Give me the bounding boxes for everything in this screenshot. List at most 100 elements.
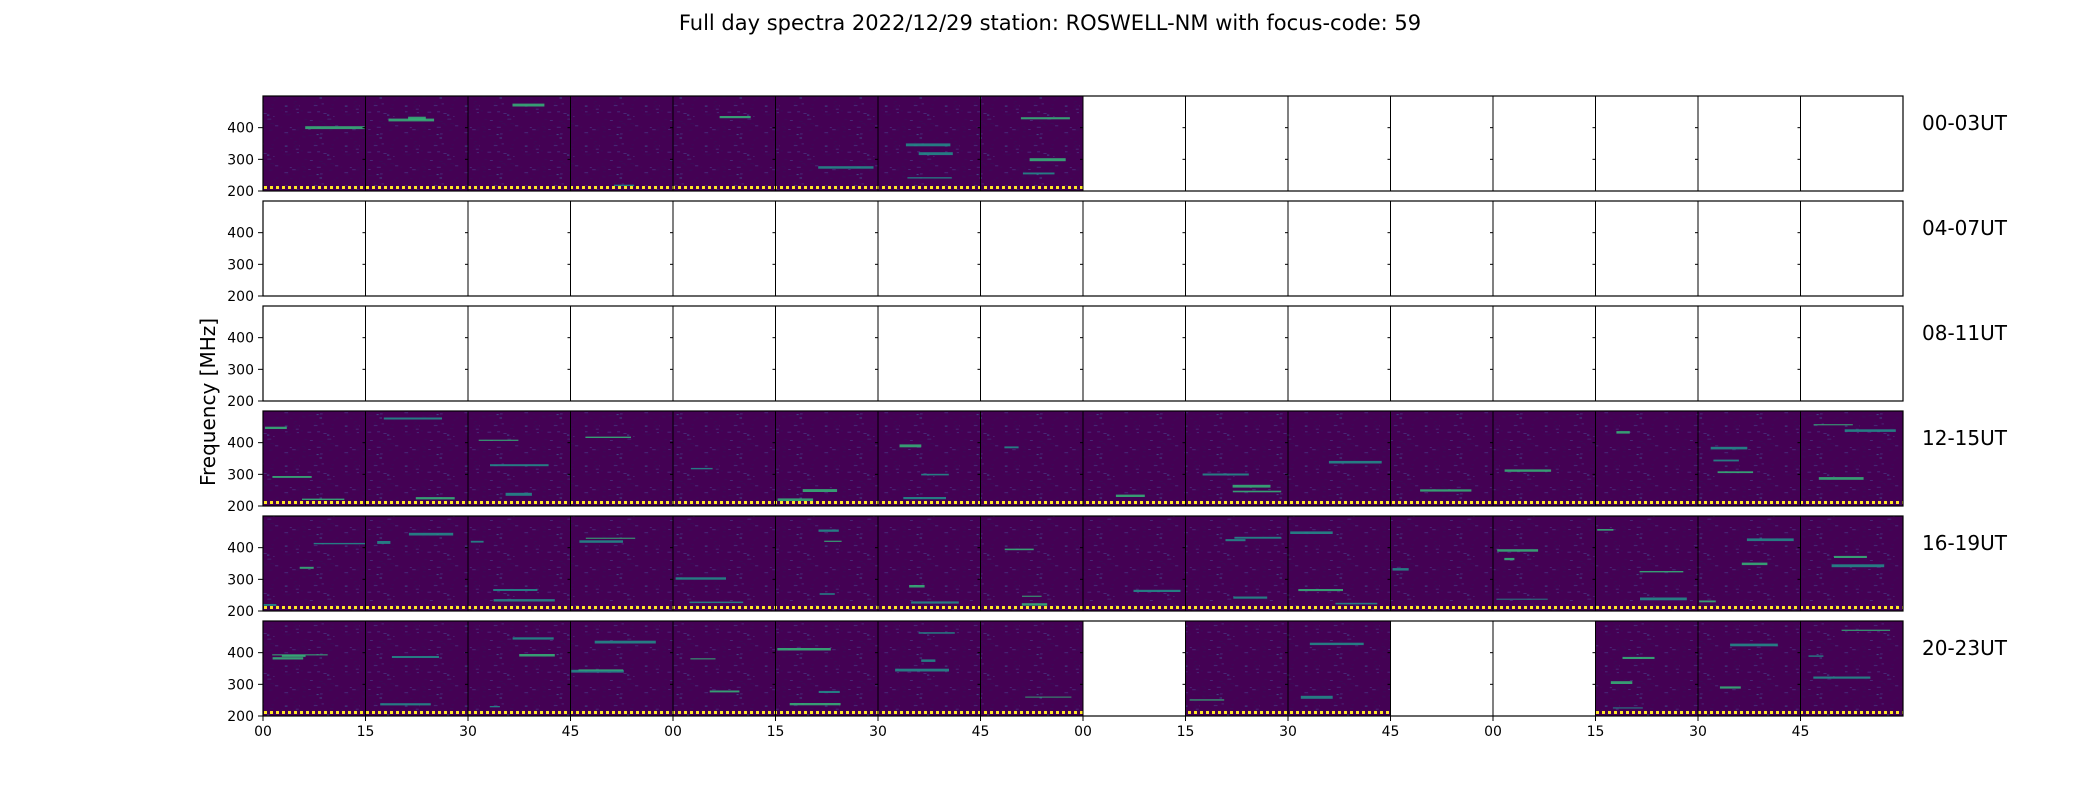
baseline-marker: [878, 186, 981, 189]
y-tick-label: 400: [227, 646, 254, 662]
emission-streak: [1300, 695, 1333, 699]
emission-streak: [585, 537, 636, 539]
baseline-marker: [980, 186, 1083, 189]
row-frame: [262, 305, 1904, 402]
emission-streak: [272, 657, 304, 660]
spectrum-panel: [878, 516, 981, 611]
emission-streak: [594, 640, 656, 644]
baseline-marker: [1083, 501, 1186, 504]
x-tick-label: 30: [1689, 724, 1707, 740]
emission-streak: [709, 690, 740, 693]
emission-streak: [1597, 529, 1614, 531]
emission-streak: [719, 116, 751, 119]
baseline-marker: [570, 186, 673, 189]
baseline-marker: [980, 606, 1083, 609]
spectrum-panel: [468, 411, 571, 506]
y-tick-label: 200: [227, 709, 254, 725]
panel-frame: [1082, 620, 1186, 717]
emission-streak: [909, 585, 925, 588]
panel-frame: [1595, 95, 1699, 192]
emission-streak: [1335, 602, 1378, 605]
y-tick-label: 300: [227, 572, 254, 588]
x-tick-label: 00: [1074, 724, 1092, 740]
baseline-marker: [878, 606, 981, 609]
baseline-marker: [878, 711, 981, 714]
spectrum-panel: [570, 96, 673, 191]
x-tick-label: 45: [1792, 724, 1810, 740]
baseline-marker: [775, 606, 878, 609]
x-tick-label: 15: [1177, 724, 1195, 740]
panel-frame: [365, 305, 469, 402]
baseline-marker: [775, 711, 878, 714]
panel-frame: [1800, 200, 1904, 297]
spectrum-panel: [980, 411, 1083, 506]
y-tick-label: 400: [227, 226, 254, 242]
panel-frame: [570, 200, 674, 297]
row-frame: [262, 200, 1904, 297]
spectrum-panel: [365, 96, 468, 191]
emission-streak: [911, 601, 959, 604]
spectrum-panel: [468, 516, 571, 611]
emission-streak: [579, 540, 623, 543]
x-tick-label: 15: [357, 724, 375, 740]
baseline-marker: [1288, 711, 1391, 714]
baseline-marker: [673, 501, 776, 504]
emission-streak: [1021, 603, 1048, 606]
spectrum-panel: [775, 621, 878, 716]
x-tick-label: 30: [459, 724, 477, 740]
spectrum-panel: [1390, 411, 1493, 506]
y-tick-label: 300: [227, 257, 254, 273]
y-tick-label: 200: [227, 604, 254, 620]
y-tick-label: 200: [227, 289, 254, 305]
panel-frame: [1082, 200, 1186, 297]
emission-streak: [512, 637, 554, 640]
emission-streak: [272, 476, 312, 478]
baseline-marker: [1698, 606, 1801, 609]
emission-streak: [391, 656, 439, 658]
emission-streak: [490, 464, 549, 467]
emission-streak: [383, 417, 442, 420]
spectrum-panel: [1185, 516, 1288, 611]
emission-streak: [571, 669, 624, 673]
emission-streak: [1834, 555, 1867, 558]
spectrum-panel: [775, 96, 878, 191]
emission-streak: [689, 601, 744, 604]
baseline-marker: [365, 186, 468, 189]
spectrum-panel: [570, 621, 673, 716]
panel-frame: [1492, 95, 1596, 192]
baseline-marker: [1185, 711, 1288, 714]
panel-frame: [1390, 620, 1494, 717]
baseline-marker: [673, 186, 776, 189]
emission-streak: [1699, 600, 1716, 603]
panel-frame: [1697, 305, 1801, 402]
panel-frame: [467, 305, 571, 402]
baseline-marker: [468, 186, 571, 189]
spectrum-panel: [980, 516, 1083, 611]
emission-streak: [1808, 655, 1824, 657]
panel-frame: [1595, 305, 1699, 402]
y-tick-label: 300: [227, 362, 254, 378]
emission-streak: [1290, 531, 1333, 534]
y-tick-label: 200: [227, 394, 254, 410]
emission-streak: [519, 654, 555, 657]
row-label: 12-15UT: [1922, 426, 2008, 450]
spectrum-panel: [878, 411, 981, 506]
baseline-marker: [1288, 501, 1391, 504]
y-tick-label: 200: [227, 184, 254, 200]
emission-streak: [1504, 469, 1552, 472]
spectrum-panel: [263, 96, 366, 191]
spectrum-panel: [1083, 411, 1186, 506]
x-tick-label: 45: [972, 724, 990, 740]
emission-streak: [921, 473, 949, 476]
row-frame: [262, 95, 1904, 192]
spectrum-panel: [1185, 411, 1288, 506]
emission-streak: [1616, 431, 1630, 434]
baseline-marker: [1595, 606, 1698, 609]
baseline-marker: [1698, 501, 1801, 504]
panel-frame: [570, 305, 674, 402]
spectrum-panel: [980, 621, 1083, 716]
emission-streak: [478, 439, 519, 441]
row-frame: [262, 515, 1904, 612]
emission-streak: [264, 426, 287, 429]
